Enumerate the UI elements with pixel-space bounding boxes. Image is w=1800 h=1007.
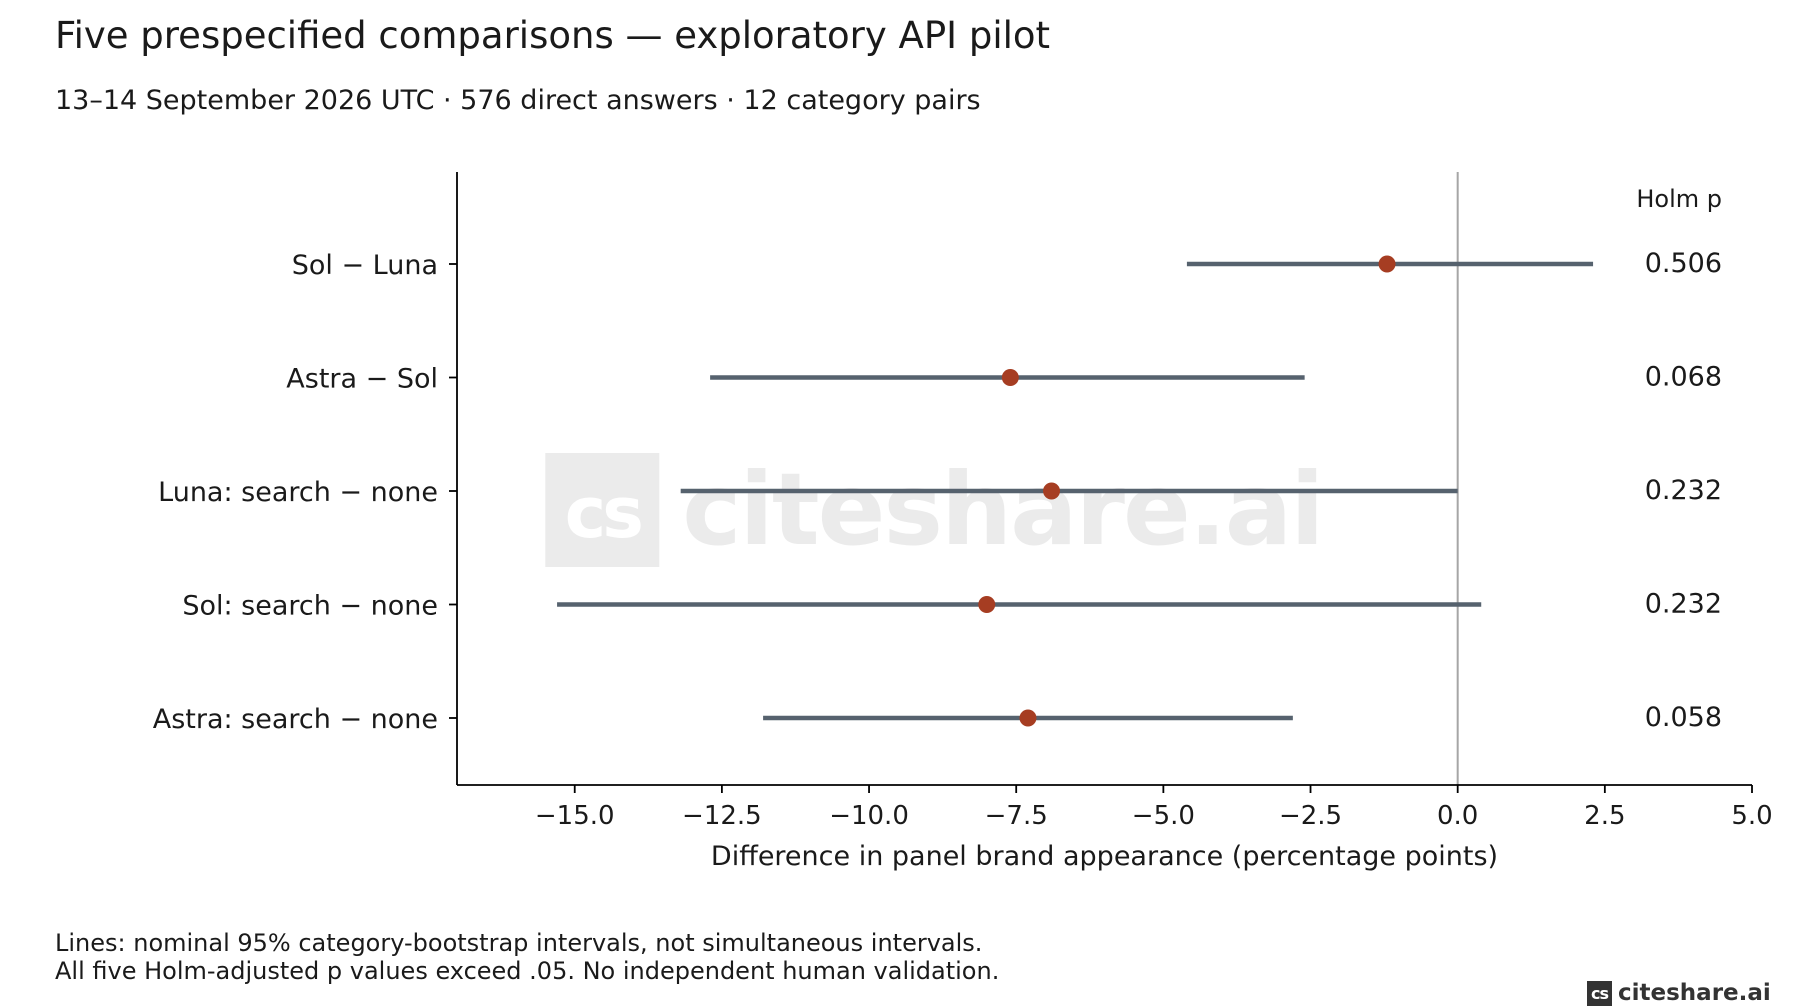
row-label: Sol: search − none (182, 591, 438, 622)
holm-p-value: 0.232 (1645, 589, 1722, 620)
p-value-header: Holm p (1636, 185, 1722, 213)
row-label: Astra − Sol (286, 364, 438, 395)
point-estimate (1378, 255, 1396, 273)
row-label: Astra: search − none (153, 704, 438, 735)
point-estimate (978, 596, 996, 613)
brand-logo: cs citeshare.ai (1587, 979, 1771, 1007)
footnote-validation: All five Holm-adjusted p values exceed .… (55, 957, 1000, 985)
x-tick-label: −7.5 (985, 801, 1048, 831)
x-tick-label: −2.5 (1279, 801, 1342, 831)
point-estimate (1019, 709, 1037, 727)
row-label: Sol − Luna (292, 250, 438, 281)
watermark-text: citeshare.ai (682, 451, 1322, 568)
chart-title: Five prespecified comparisons — explorat… (55, 14, 1051, 57)
x-tick-label: 5.0 (1731, 801, 1772, 831)
footnote-intervals: Lines: nominal 95% category-bootstrap in… (55, 929, 983, 957)
point-estimate (1001, 369, 1019, 386)
x-tick-label: 2.5 (1584, 801, 1625, 831)
holm-p-value: 0.232 (1645, 475, 1722, 506)
point-estimate (1043, 482, 1061, 500)
x-tick-label: −15.0 (535, 801, 615, 831)
x-tick-label: −10.0 (829, 801, 909, 831)
holm-p-value: 0.068 (1645, 362, 1722, 393)
row-label: Luna: search − none (158, 477, 438, 508)
holm-p-value: 0.506 (1645, 248, 1722, 279)
holm-p-value: 0.058 (1645, 702, 1722, 733)
brand-name: citeshare.ai (1618, 980, 1771, 1006)
watermark-mark-box (545, 453, 660, 567)
x-tick-label: −5.0 (1132, 801, 1195, 831)
brand-mark-icon: cs (1587, 980, 1612, 1006)
x-axis-label: Difference in panel brand appearance (pe… (711, 841, 1498, 872)
x-tick-label: 0.0 (1437, 801, 1478, 831)
watermark-mark-text: cs (565, 472, 641, 554)
x-tick-label: −12.5 (682, 801, 762, 831)
chart-subtitle: 13–14 September 2026 UTC · 576 direct an… (55, 85, 981, 116)
